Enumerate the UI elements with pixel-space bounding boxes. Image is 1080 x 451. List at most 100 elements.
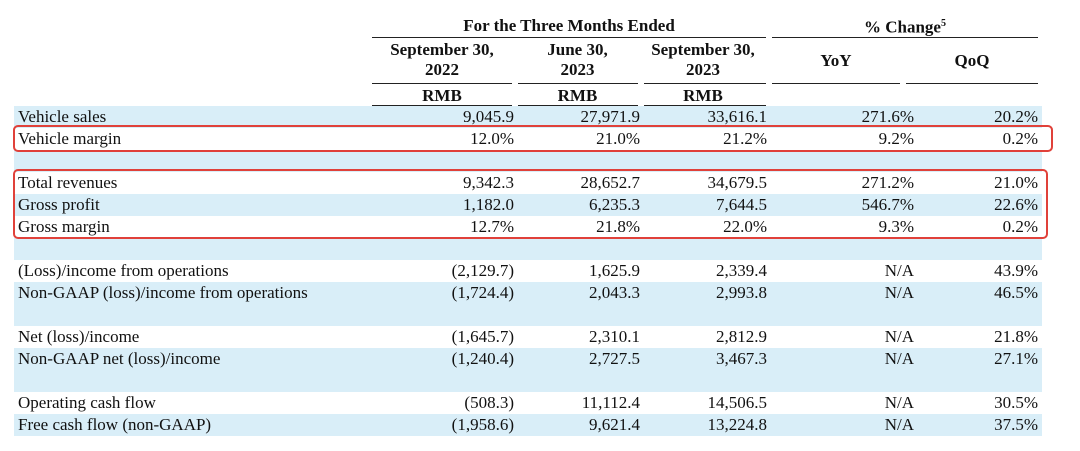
cell-value: 9,342.3 bbox=[463, 173, 514, 192]
table-row: Non-GAAP (loss)/income from operations (… bbox=[14, 282, 1042, 304]
cell-value: 20.2% bbox=[994, 107, 1038, 126]
cell-value: 2,310.1 bbox=[589, 327, 640, 346]
table-row: Gross profit 1,182.0 6,235.3 7,644.5 546… bbox=[14, 194, 1042, 216]
col-sep2023-rule bbox=[644, 83, 766, 84]
col-jun2023-rule bbox=[518, 83, 638, 84]
cell-value: 2,727.5 bbox=[589, 349, 640, 368]
currency-sep2022: RMB bbox=[422, 86, 462, 105]
cell-value: 271.6% bbox=[861, 107, 914, 126]
change-group-rule bbox=[772, 37, 1038, 38]
spacer-band bbox=[14, 370, 1042, 392]
cell-value: 12.0% bbox=[470, 129, 514, 148]
cell-value: 2,993.8 bbox=[716, 283, 767, 302]
cell-value: 33,616.1 bbox=[707, 107, 768, 126]
row-label: Total revenues bbox=[18, 173, 118, 192]
currency-jun2023: RMB bbox=[557, 86, 598, 105]
currency-sep2023-rule bbox=[644, 105, 766, 106]
cell-value: 21.8% bbox=[994, 327, 1038, 346]
col-jun2023-line2: 2023 bbox=[560, 60, 595, 79]
cell-value: (1,958.6) bbox=[451, 415, 514, 434]
table-row: Vehicle margin 12.0% 21.0% 21.2% 9.2% 0.… bbox=[14, 128, 1042, 150]
row-label: (Loss)/income from operations bbox=[18, 261, 229, 280]
cell-value: 2,812.9 bbox=[716, 327, 767, 346]
row-label: Net (loss)/income bbox=[18, 327, 140, 346]
row-label: Non-GAAP (loss)/income from operations bbox=[18, 283, 308, 302]
col-jun2023-line1: June 30, bbox=[547, 40, 608, 59]
cell-value: 30.5% bbox=[994, 393, 1038, 412]
cell-value: 9.3% bbox=[878, 217, 914, 236]
cell-value: 14,506.5 bbox=[707, 393, 768, 412]
col-qoq-rule bbox=[906, 83, 1038, 84]
currency-sep2023: RMB bbox=[683, 86, 723, 105]
table-row: Vehicle sales 9,045.9 27,971.9 33,616.1 … bbox=[14, 106, 1042, 128]
cell-value: 1,625.9 bbox=[589, 261, 640, 280]
cell-value: 7,644.5 bbox=[716, 195, 767, 214]
cell-value: N/A bbox=[884, 393, 914, 412]
cell-value: N/A bbox=[884, 349, 914, 368]
table-row: Free cash flow (non-GAAP) (1,958.6) 9,62… bbox=[14, 414, 1042, 436]
cell-value: (1,645.7) bbox=[451, 327, 514, 346]
cell-value: 22.6% bbox=[994, 195, 1038, 214]
cell-value: 0.2% bbox=[1002, 129, 1038, 148]
table-row: (Loss)/income from operations (2,129.7) … bbox=[14, 260, 1042, 282]
row-label: Gross profit bbox=[18, 195, 100, 214]
change-footnote: 5 bbox=[940, 18, 946, 29]
cell-value: 6,235.3 bbox=[589, 195, 640, 214]
col-jun2023-header: June 30, 2023 bbox=[515, 40, 640, 80]
cell-value: N/A bbox=[884, 415, 914, 434]
cell-value: 27,971.9 bbox=[580, 107, 641, 126]
cell-value: 34,679.5 bbox=[707, 173, 768, 192]
row-label: Gross margin bbox=[18, 217, 110, 236]
cell-value: (2,129.7) bbox=[451, 261, 514, 280]
cell-value: (1,724.4) bbox=[451, 283, 514, 302]
row-label: Free cash flow (non-GAAP) bbox=[18, 415, 212, 434]
row-label: Vehicle margin bbox=[18, 129, 122, 148]
cell-value: 11,112.4 bbox=[581, 393, 640, 412]
vehicle-margin-highlight-box bbox=[13, 125, 1053, 152]
change-group-header: % Change5 bbox=[772, 14, 1038, 38]
table-row: Total revenues 9,342.3 28,652.7 34,679.5… bbox=[14, 172, 1042, 194]
cell-value: 13,224.8 bbox=[707, 415, 768, 434]
currency-sep2022-rule bbox=[372, 105, 512, 106]
cell-value: 546.7% bbox=[861, 195, 914, 214]
col-yoy-header: YoY bbox=[820, 51, 852, 70]
col-yoy-rule bbox=[772, 83, 900, 84]
cell-value: 3,467.3 bbox=[716, 349, 767, 368]
col-sep2022-line1: September 30, bbox=[390, 40, 494, 59]
cell-value: N/A bbox=[884, 327, 914, 346]
col-sep2023-header: September 30, 2023 bbox=[640, 40, 766, 80]
col-qoq-header: QoQ bbox=[954, 51, 990, 70]
revenue-profit-highlight-box bbox=[13, 169, 1048, 239]
cell-value: 9,045.9 bbox=[463, 107, 514, 126]
cell-value: 2,339.4 bbox=[716, 261, 767, 280]
cell-value: (508.3) bbox=[464, 393, 514, 412]
cell-value: 9,621.4 bbox=[589, 415, 640, 434]
col-sep2022-header: September 30, 2022 bbox=[372, 40, 512, 80]
cell-value: 0.2% bbox=[1002, 217, 1038, 236]
cell-value: 46.5% bbox=[994, 283, 1038, 302]
col-sep2022-line2: 2022 bbox=[425, 60, 459, 79]
spacer-band bbox=[14, 150, 1042, 172]
cell-value: 21.0% bbox=[994, 173, 1038, 192]
currency-jun2023-rule bbox=[518, 105, 638, 106]
row-label: Operating cash flow bbox=[18, 393, 156, 412]
col-sep2023-line1: September 30, bbox=[651, 40, 755, 59]
cell-value: 1,182.0 bbox=[463, 195, 514, 214]
cell-value: N/A bbox=[884, 283, 914, 302]
row-label: Non-GAAP net (loss)/income bbox=[18, 349, 221, 368]
change-group-label: % Change bbox=[864, 17, 941, 37]
col-sep2023-line2: 2023 bbox=[686, 60, 720, 79]
table-row: Operating cash flow (508.3) 11,112.4 14,… bbox=[14, 392, 1042, 414]
cell-value: 21.0% bbox=[596, 129, 640, 148]
spacer-band bbox=[14, 238, 1042, 260]
cell-value: 21.2% bbox=[723, 129, 767, 148]
period-group-header: For the Three Months Ended bbox=[463, 16, 675, 35]
cell-value: 9.2% bbox=[878, 129, 914, 148]
period-group-rule bbox=[372, 37, 766, 38]
col-sep2022-rule bbox=[372, 83, 512, 84]
spacer-band bbox=[14, 304, 1042, 326]
table-row: Gross margin 12.7% 21.8% 22.0% 9.3% 0.2% bbox=[14, 216, 1042, 238]
cell-value: 12.7% bbox=[470, 217, 514, 236]
cell-value: N/A bbox=[884, 261, 914, 280]
cell-value: 271.2% bbox=[861, 173, 914, 192]
